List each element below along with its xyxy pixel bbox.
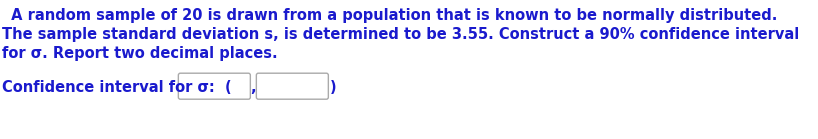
Text: The sample standard deviation s, is determined to be 3.55. Construct a 90% confi: The sample standard deviation s, is dete… bbox=[2, 27, 799, 42]
FancyBboxPatch shape bbox=[178, 73, 250, 99]
Text: Confidence interval for σ:  (: Confidence interval for σ: ( bbox=[2, 80, 231, 95]
Text: A random sample of 20 is drawn from a population that is known to be normally di: A random sample of 20 is drawn from a po… bbox=[6, 8, 777, 23]
FancyBboxPatch shape bbox=[256, 73, 328, 99]
Text: ,: , bbox=[250, 80, 256, 95]
Text: for σ. Report two decimal places.: for σ. Report two decimal places. bbox=[2, 46, 277, 61]
Text: ): ) bbox=[330, 80, 336, 95]
